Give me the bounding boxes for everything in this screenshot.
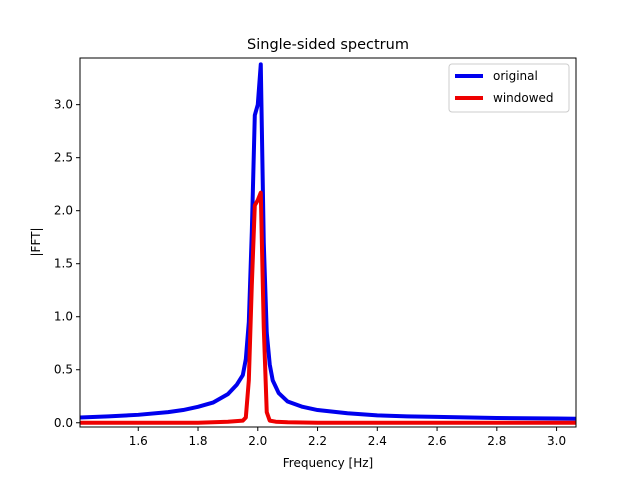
series-line-original [80, 62, 576, 421]
series-line-windowed [80, 190, 576, 425]
axes-frame [79, 57, 577, 428]
y-tick-label: 0.5 [54, 363, 73, 377]
x-axis-label: Frequency [Hz] [283, 456, 374, 470]
chart-title: Single-sided spectrum [247, 37, 409, 53]
y-tick-label: 2.0 [54, 204, 73, 218]
x-tick-label: 2.2 [308, 434, 327, 448]
x-tick-label: 2.4 [368, 434, 387, 448]
x-tick-label: 1.6 [129, 434, 148, 448]
x-tick-label: 2.8 [487, 434, 506, 448]
y-tick-label: 3.0 [54, 98, 73, 112]
x-tick-label: 2.6 [428, 434, 447, 448]
y-axis-label: |FFT| [29, 227, 43, 256]
legend: original windowed [448, 63, 570, 113]
x-tick-label: 3.0 [547, 434, 566, 448]
y-tick-label: 1.0 [54, 310, 73, 324]
y-tick-label: 1.5 [54, 257, 73, 271]
y-tick-label: 0.0 [54, 416, 73, 430]
x-tick-label: 2.0 [248, 434, 267, 448]
x-tick-label: 1.8 [188, 434, 207, 448]
legend-label-windowed: windowed [493, 91, 554, 105]
legend-label-original: original [493, 69, 538, 83]
plot-area: 1.6 1.8 2.0 2.2 2.4 2.6 2.8 3.0 0.0 0.5 1.0 1.5 2.0 2… [54, 57, 577, 448]
y-tick-label: 2.5 [54, 151, 73, 165]
